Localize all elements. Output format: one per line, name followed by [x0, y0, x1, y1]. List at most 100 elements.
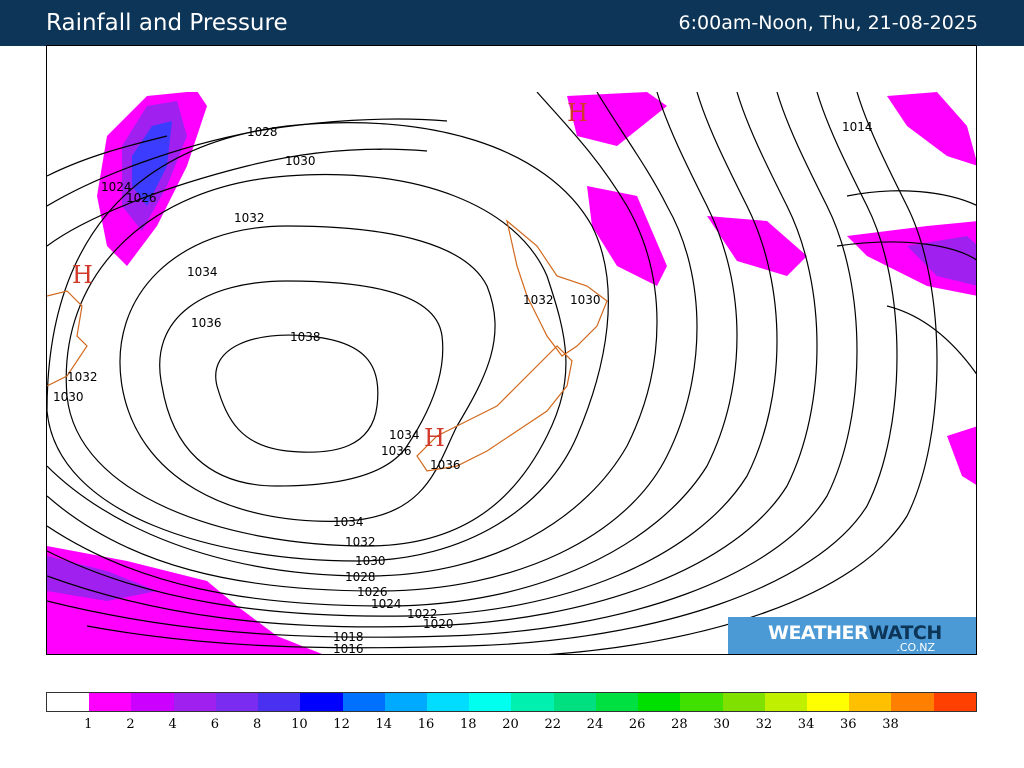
legend-swatch [806, 693, 850, 711]
label-1018-south: 1018 [333, 630, 364, 644]
coastline [47, 219, 608, 472]
label-1014: 1014 [842, 120, 873, 134]
high-marker-north: H [567, 99, 588, 127]
legend-swatch [300, 693, 343, 711]
logo-watch: WATCH [868, 622, 942, 644]
label-1030-east: 1030 [570, 293, 601, 307]
legend-swatch [722, 693, 765, 711]
map-canvas: H H H 1014 1028 1030 1024 1026 1032 1034… [47, 92, 976, 655]
isobar-1022 [47, 92, 778, 617]
legend-swatch [849, 693, 892, 711]
rain-area-east-edge [947, 426, 976, 485]
isobar-1028 [47, 92, 658, 577]
isobar-northeast-1 [846, 190, 976, 206]
isobar-1032 [65, 173, 567, 547]
legend-swatch [426, 693, 470, 711]
isobar-1034 [119, 225, 496, 522]
rain-area-northeast [887, 92, 976, 166]
logo-weather: WEATHER [768, 622, 869, 644]
legend-swatch [933, 693, 976, 711]
legend-tick-label: 4 [168, 717, 177, 732]
weatherwatch-logo: WEATHERWATCH .CO.NZ [728, 617, 976, 654]
label-1030-south: 1030 [355, 554, 386, 568]
label-1032-south: 1032 [345, 535, 376, 549]
isobar-1026 [47, 92, 698, 592]
isobar-1020 [47, 92, 818, 628]
legend-swatch [891, 693, 934, 711]
logo-wordmark: WEATHERWATCH [768, 622, 942, 644]
label-1034-south: 1034 [333, 515, 364, 529]
rain-area-southwest-core [47, 556, 157, 601]
legend-tick-label: 16 [417, 717, 435, 732]
legend-tick-label: 18 [459, 717, 477, 732]
legend-tick-label: 20 [502, 717, 519, 732]
legend-tick-label: 26 [628, 717, 646, 732]
legend-swatch [511, 693, 554, 711]
coast-australia [47, 290, 88, 387]
weather-map: H H H 1014 1028 1030 1024 1026 1032 1034… [46, 45, 977, 655]
legend-tick-label: 28 [671, 717, 688, 732]
label-1034-west: 1034 [187, 265, 218, 279]
legend-swatch [638, 693, 681, 711]
label-1016-south: 1016 [333, 642, 364, 655]
label-1036-south: 1036 [430, 458, 461, 472]
label-1036-west: 1036 [191, 316, 222, 330]
isobar-1038 [215, 334, 379, 453]
legend-swatch [173, 693, 216, 711]
label-1036-center: 1036 [381, 444, 412, 458]
label-1032-north: 1032 [234, 211, 265, 225]
legend-tick-label: 32 [755, 717, 773, 732]
label-1028-north: 1028 [247, 125, 278, 139]
label-1026-south: 1026 [357, 585, 388, 599]
legend-tick-label: 14 [375, 717, 393, 732]
forecast-period: 6:00am-Noon, Thu, 21-08-2025 [678, 12, 978, 34]
legend-swatch [680, 693, 723, 711]
label-1022-south: 1022 [407, 607, 438, 621]
isobar-1024 [47, 92, 738, 607]
legend-swatch [469, 693, 512, 711]
logo-domain: .CO.NZ [896, 641, 935, 654]
isobar-northeast-2 [836, 241, 976, 261]
rain-area-east-cloud [707, 216, 807, 276]
legend-tick-label: 8 [252, 717, 262, 732]
isobar-1030 [47, 122, 609, 562]
legend-tick-label: 12 [333, 717, 350, 732]
legend-swatch [215, 693, 259, 711]
legend-tick-label: 30 [713, 717, 730, 732]
legend-tick-label: 24 [586, 717, 604, 732]
isobar-northeast-3 [886, 305, 976, 375]
legend-swatch [764, 693, 807, 711]
isobar-1030-northwest [47, 148, 428, 247]
label-1024-south: 1024 [371, 597, 402, 611]
isobars [47, 92, 976, 654]
label-1028-south: 1028 [345, 570, 376, 584]
isobar-1028-northwest [47, 118, 448, 207]
label-1032-east: 1032 [523, 293, 554, 307]
legend-swatch [384, 693, 427, 711]
legend-tick-label: 10 [291, 717, 308, 732]
label-1038: 1038 [290, 330, 321, 344]
label-1030-north: 1030 [285, 154, 316, 168]
legend-tick-label: 36 [840, 717, 857, 732]
rain-area-far-east-core [907, 236, 976, 286]
high-marker-west: H [72, 261, 93, 289]
legend-swatch [89, 693, 132, 711]
coast-south-island [416, 345, 573, 472]
legend-swatch [342, 693, 385, 711]
title-bar: Rainfall and Pressure 6:00am-Noon, Thu, … [0, 0, 1024, 46]
high-marker-main: H [424, 424, 445, 452]
legend-tick-label: 2 [126, 717, 135, 732]
isobar-1036-center [159, 280, 444, 487]
label-1030-west: 1030 [53, 390, 84, 404]
legend-tick-label: 22 [544, 717, 561, 732]
legend-swatch [47, 693, 90, 711]
label-1024-west: 1024 [101, 180, 132, 194]
label-1020-south: 1020 [423, 617, 454, 631]
legend-swatch [131, 693, 174, 711]
isobar-labels: 1014 1028 1030 1024 1026 1032 1034 1036 … [53, 120, 873, 655]
rainfall-legend-labels: 1 2 4 6 8 10 12 14 16 18 20 22 24 26 28 30 32 34 36 38 [46, 717, 977, 737]
rainfall-color-legend [46, 692, 977, 712]
isobar-1026-northwest [47, 135, 168, 177]
isobar-1018 [47, 92, 858, 638]
rain-area-east-band [587, 186, 667, 286]
